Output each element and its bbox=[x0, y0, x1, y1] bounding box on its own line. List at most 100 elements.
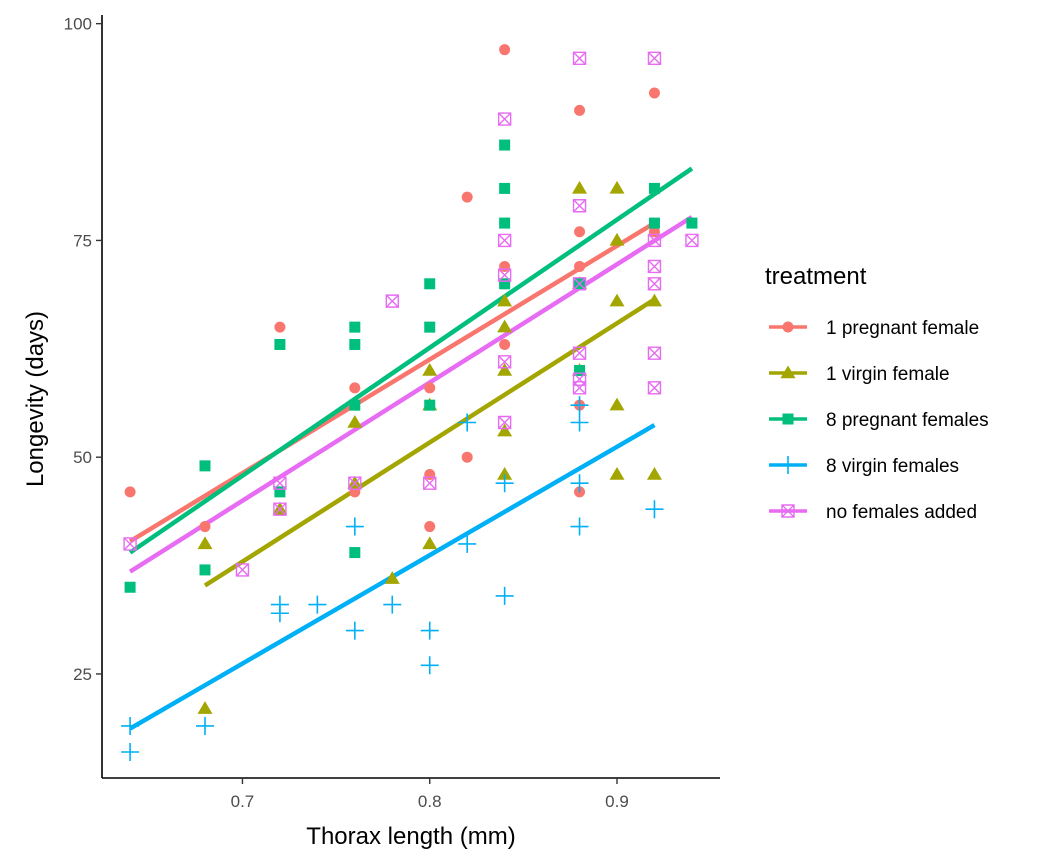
point-1-virgin-female-8 bbox=[422, 536, 438, 550]
point-8-virgin-females-0 bbox=[121, 716, 140, 735]
point-8-pregnant-females-4 bbox=[274, 486, 286, 498]
legend-label-8-virgin-females: 8 virgin females bbox=[826, 456, 959, 477]
point-1-virgin-female-1 bbox=[197, 701, 213, 714]
y-tick-label: 50 bbox=[73, 448, 92, 467]
point-8-virgin-females-12 bbox=[458, 534, 477, 553]
point-8-virgin-females-19 bbox=[645, 500, 664, 519]
point-1-pregnant-female-14 bbox=[574, 104, 586, 116]
point-1-pregnant-female-3 bbox=[349, 382, 361, 394]
fit-line-no-females-added bbox=[128, 215, 694, 574]
point-no-females-added-19 bbox=[647, 233, 662, 248]
point-8-virgin-females-7 bbox=[345, 621, 364, 640]
point-no-females-added-20 bbox=[647, 259, 662, 274]
point-no-females-added-0 bbox=[123, 537, 137, 551]
point-no-females-added-8 bbox=[497, 233, 512, 248]
point-no-females-added-18 bbox=[647, 51, 662, 66]
point-1-pregnant-female-0 bbox=[124, 486, 136, 498]
point-1-virgin-female-20 bbox=[609, 397, 625, 411]
point-8-virgin-females-15 bbox=[570, 396, 589, 415]
x-axis-title: Thorax length (mm) bbox=[306, 823, 515, 850]
point-8-pregnant-females-11 bbox=[424, 399, 436, 411]
point-1-virgin-female-11 bbox=[497, 362, 513, 376]
point-8-pregnant-females-5 bbox=[349, 321, 361, 333]
point-1-virgin-female-6 bbox=[422, 362, 438, 376]
legend-key-marker-no-females-added bbox=[781, 504, 795, 518]
point-no-females-added-3 bbox=[273, 502, 287, 516]
point-1-pregnant-female-7 bbox=[424, 521, 436, 533]
point-1-virgin-female-10 bbox=[497, 319, 513, 333]
point-8-virgin-females-4 bbox=[270, 604, 289, 623]
point-8-pregnant-females-2 bbox=[199, 564, 211, 576]
point-1-pregnant-female-9 bbox=[461, 451, 473, 463]
point-8-pregnant-females-10 bbox=[424, 321, 436, 333]
point-no-females-added-23 bbox=[647, 381, 662, 395]
y-axis-title: Longevity (days) bbox=[22, 311, 49, 487]
point-1-virgin-female-17 bbox=[609, 180, 625, 194]
legend-key-marker-1-pregnant-female bbox=[782, 321, 794, 333]
legend-label-1-pregnant-female: 1 pregnant female bbox=[826, 318, 979, 339]
point-1-virgin-female-14 bbox=[572, 180, 588, 194]
legend-label-8-pregnant-females: 8 pregnant females bbox=[826, 410, 989, 431]
fit-line-1-pregnant-female bbox=[128, 221, 656, 544]
point-8-pregnant-females-20 bbox=[686, 217, 698, 229]
x-tick-label: 0.9 bbox=[605, 792, 629, 811]
point-no-females-added-24 bbox=[685, 233, 699, 248]
point-8-pregnant-females-9 bbox=[424, 278, 436, 290]
point-8-pregnant-females-13 bbox=[499, 182, 511, 194]
point-8-pregnant-females-6 bbox=[349, 338, 361, 350]
point-8-pregnant-females-14 bbox=[499, 217, 511, 229]
y-tick-label: 100 bbox=[64, 15, 92, 34]
point-8-virgin-females-6 bbox=[345, 517, 364, 536]
legend-key-marker-8-virgin-females bbox=[779, 456, 797, 474]
point-8-pregnant-females-17 bbox=[574, 364, 586, 376]
point-no-females-added-15 bbox=[572, 346, 587, 360]
point-1-virgin-female-0 bbox=[197, 536, 213, 550]
point-1-virgin-female-19 bbox=[609, 293, 625, 307]
point-8-virgin-females-14 bbox=[495, 586, 514, 605]
point-no-females-added-5 bbox=[385, 294, 399, 308]
point-8-virgin-females-18 bbox=[570, 517, 589, 536]
legend-label-no-females-added: no females added bbox=[826, 502, 977, 523]
point-1-virgin-female-12 bbox=[497, 423, 513, 437]
point-no-females-added-7 bbox=[497, 112, 512, 126]
point-no-females-added-10 bbox=[497, 355, 512, 369]
fit-line-8-pregnant-females bbox=[128, 166, 694, 555]
point-no-females-added-1 bbox=[235, 563, 250, 577]
point-1-virgin-female-18 bbox=[609, 232, 625, 246]
point-1-virgin-female-22 bbox=[646, 293, 662, 307]
axes: 0.7 0.8 0.9 25 50 75 100 bbox=[64, 15, 720, 811]
point-1-pregnant-female-13 bbox=[499, 338, 511, 350]
point-8-virgin-females-17 bbox=[570, 474, 589, 493]
point-8-pregnant-females-19 bbox=[648, 217, 660, 229]
x-tick-label: 0.8 bbox=[418, 792, 442, 811]
fit-lines bbox=[128, 166, 694, 731]
point-1-pregnant-female-2 bbox=[274, 321, 286, 333]
point-8-pregnant-females-12 bbox=[499, 139, 511, 151]
point-1-pregnant-female-10 bbox=[499, 44, 511, 56]
legend-label-1-virgin-female: 1 virgin female bbox=[826, 364, 950, 385]
point-1-pregnant-female-16 bbox=[574, 260, 586, 272]
point-no-females-added-6 bbox=[423, 476, 437, 490]
point-8-virgin-females-13 bbox=[495, 474, 514, 493]
point-1-pregnant-female-8 bbox=[461, 191, 473, 203]
point-no-females-added-2 bbox=[273, 476, 287, 490]
point-1-virgin-female-3 bbox=[347, 415, 363, 428]
point-no-females-added-14 bbox=[572, 277, 587, 291]
point-8-pregnant-females-18 bbox=[648, 182, 660, 194]
point-8-pregnant-females-0 bbox=[124, 581, 136, 593]
point-1-pregnant-female-19 bbox=[648, 87, 660, 99]
x-tick-label: 0.7 bbox=[231, 792, 255, 811]
point-1-virgin-female-9 bbox=[497, 293, 513, 307]
point-no-females-added-12 bbox=[572, 51, 587, 66]
point-1-virgin-female-23 bbox=[646, 467, 662, 480]
point-no-females-added-17 bbox=[572, 381, 587, 395]
legend-key-marker-1-virgin-female bbox=[780, 365, 796, 379]
point-8-virgin-females-10 bbox=[420, 656, 439, 675]
data-points bbox=[121, 44, 699, 761]
point-1-pregnant-female-15 bbox=[574, 226, 586, 238]
point-1-virgin-female-4 bbox=[347, 475, 363, 489]
point-8-pregnant-females-1 bbox=[199, 460, 211, 472]
point-8-pregnant-females-8 bbox=[349, 547, 361, 559]
point-1-virgin-female-13 bbox=[497, 467, 513, 480]
